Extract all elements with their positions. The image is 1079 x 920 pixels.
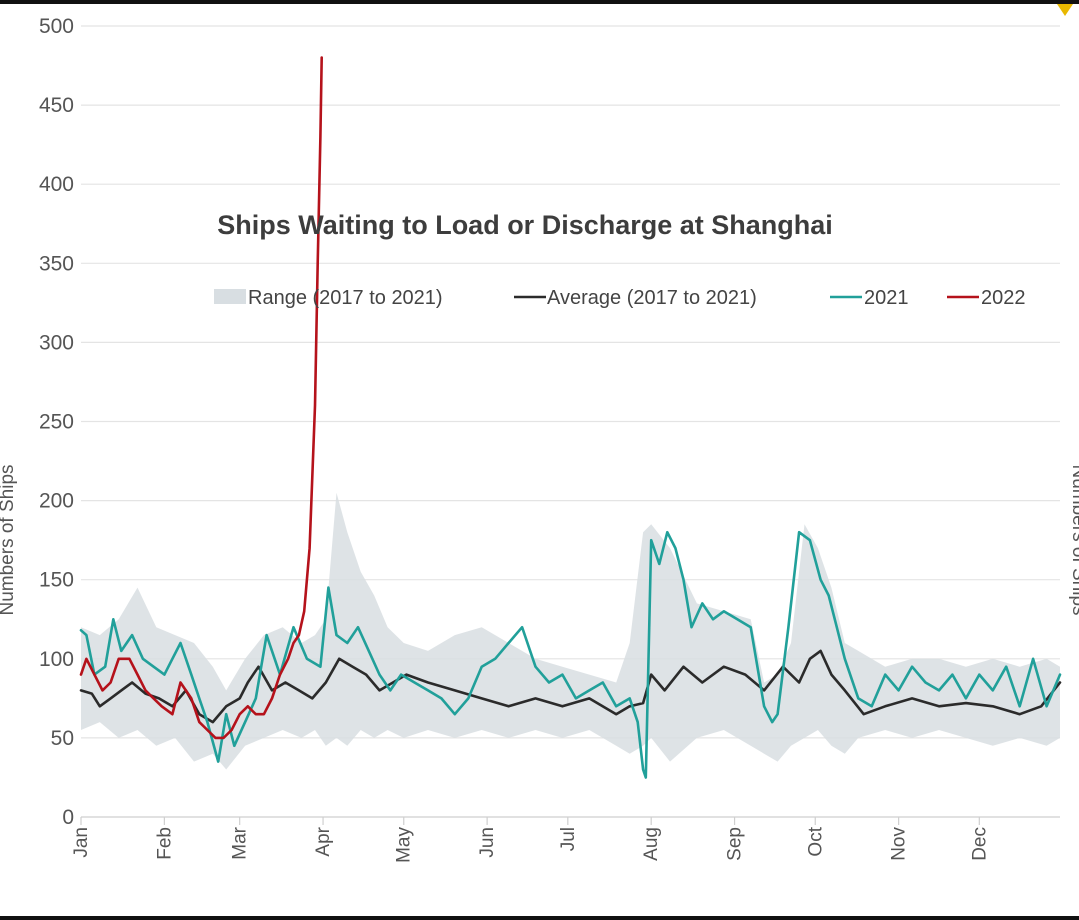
legend-label-2021: 2021 <box>864 287 909 309</box>
y-tick-label-250: 250 <box>39 411 74 434</box>
y-tick-label-400: 400 <box>39 173 74 196</box>
legend-label-average: Average (2017 to 2021) <box>547 287 757 309</box>
grid-lines <box>81 25 1060 818</box>
x-tick-label-feb: Feb <box>154 827 175 860</box>
legend: Range (2017 to 2021) Average (2017 to 20… <box>214 287 1026 309</box>
x-tick-label-jan: Jan <box>71 827 92 858</box>
range-area <box>81 492 1060 770</box>
top-border <box>0 0 1079 4</box>
y-axis-label: Numbers of Ships <box>0 464 18 615</box>
series-line-2021 <box>79 530 1062 779</box>
y-axis-ticks: 0 50 100 150 200 250 300 350 400 450 500 <box>39 15 74 829</box>
y-tick-label-0: 0 <box>62 806 74 829</box>
y-tick-label-200: 200 <box>39 490 74 513</box>
legend-label-range: Range (2017 to 2021) <box>248 287 443 309</box>
x-tick-label-sep: Sep <box>725 827 746 861</box>
x-tick-label-oct: Oct <box>805 826 826 856</box>
y-tick-label-100: 100 <box>39 648 74 671</box>
x-tick-label-aug: Aug <box>641 827 662 861</box>
x-tick-label-jun: Jun <box>477 827 498 858</box>
x-tick-label-may: May <box>394 827 415 863</box>
y-tick-label-500: 500 <box>39 15 74 38</box>
bottom-border <box>0 916 1079 920</box>
y-tick-label-150: 150 <box>39 569 74 592</box>
x-axis-ticks: Jan Feb Mar Apr May Jun Jul Aug Sep Oct Nov Dec <box>71 817 990 863</box>
y-tick-label-300: 300 <box>39 331 74 354</box>
x-tick-label-jul: Jul <box>558 827 579 851</box>
y-tick-label-450: 450 <box>39 94 74 117</box>
x-tick-label-dec: Dec <box>969 827 990 861</box>
legend-label-2022: 2022 <box>981 287 1026 309</box>
chart-title: Ships Waiting to Load or Discharge at Sh… <box>217 210 833 240</box>
series-line-2022 <box>79 56 324 740</box>
corner-marker-icon <box>1057 4 1073 16</box>
legend-swatch-range <box>214 289 246 304</box>
series-layer <box>79 56 1062 779</box>
y-axis-label-right: Numbers of Ships <box>1068 464 1079 615</box>
y-tick-label-50: 50 <box>51 727 74 750</box>
range-area-layer <box>81 492 1060 770</box>
y-tick-label-350: 350 <box>39 252 74 275</box>
x-tick-label-nov: Nov <box>889 827 910 861</box>
x-tick-label-apr: Apr <box>313 826 334 856</box>
x-tick-label-mar: Mar <box>230 826 251 859</box>
